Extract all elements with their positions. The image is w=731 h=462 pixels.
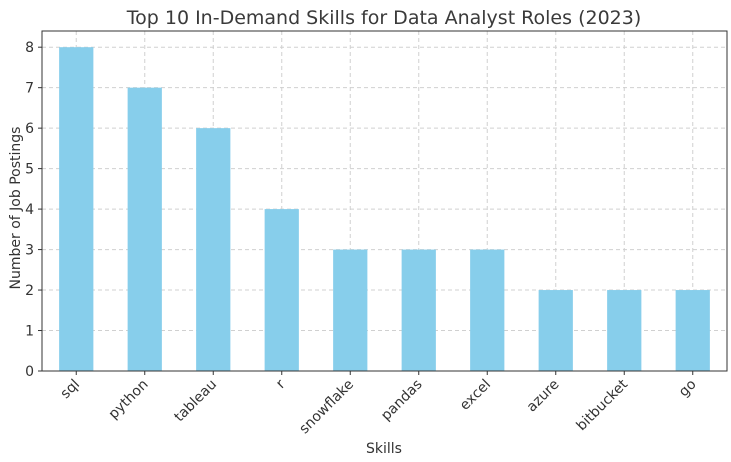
x-tick-label: snowflake xyxy=(296,377,357,438)
y-tick-label: 5 xyxy=(25,162,34,178)
bar-go xyxy=(675,290,710,371)
x-tick-label: go xyxy=(676,377,700,401)
y-tick-label: 0 xyxy=(25,364,34,380)
bar-pandas xyxy=(401,249,436,371)
bar-tableau xyxy=(196,128,231,371)
bar-excel xyxy=(470,249,505,371)
plot-frame xyxy=(41,30,728,372)
bar-snowflake xyxy=(333,249,368,371)
x-tick-label: bitbucket xyxy=(573,376,631,434)
x-tick-label: r xyxy=(273,376,289,392)
y-tick-label: 8 xyxy=(25,40,34,56)
y-tick-label: 7 xyxy=(25,81,34,97)
x-tick-label: python xyxy=(106,377,152,423)
bar-layer xyxy=(59,47,710,372)
x-tick-label: pandas xyxy=(378,377,425,424)
bar-bitbucket xyxy=(607,290,642,371)
bar-python xyxy=(127,87,162,372)
x-tick-label: azure xyxy=(524,377,563,416)
bar-azure xyxy=(538,290,573,371)
bar-r xyxy=(264,209,299,371)
y-tick-label: 3 xyxy=(25,243,34,259)
bar-sql xyxy=(59,47,94,371)
y-axis-label: Number of Job Postings xyxy=(8,127,24,290)
y-tick-label: 1 xyxy=(25,324,34,340)
x-axis-label: Skills xyxy=(366,441,402,457)
y-tick-label: 2 xyxy=(25,283,34,299)
y-tick-label: 6 xyxy=(25,121,34,137)
chart-title: Top 10 In-Demand Skills for Data Analyst… xyxy=(126,7,642,29)
y-tick-label: 4 xyxy=(25,202,34,218)
axis-layer: 0 1 2 3 4 5 6 7 8 sql python tableau r snowflake panda… xyxy=(25,40,700,437)
x-tick-label: sql xyxy=(58,377,84,403)
x-tick-label: excel xyxy=(457,377,494,414)
x-tick-label: tableau xyxy=(171,377,220,426)
